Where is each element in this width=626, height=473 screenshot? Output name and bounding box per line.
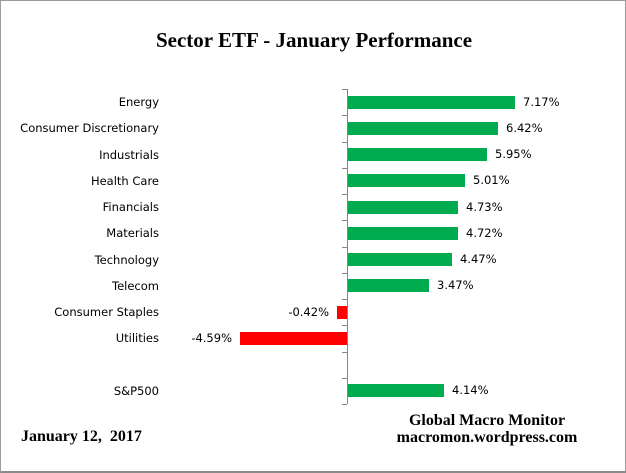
- value-label: 5.01%: [473, 173, 510, 188]
- brand-name: Global Macro Monitor: [408, 412, 566, 429]
- value-label: 5.95%: [495, 147, 532, 162]
- positive-bar: [348, 121, 498, 135]
- axis-tick: [342, 299, 347, 300]
- category-label: Telecom: [112, 278, 159, 293]
- value-label: 4.47%: [460, 252, 497, 267]
- date-label: January 12, 2017: [21, 428, 142, 445]
- value-label: 4.14%: [452, 383, 489, 398]
- axis-tick: [342, 272, 347, 274]
- category-label: Consumer Discretionary: [20, 121, 159, 136]
- axis-tick: [342, 115, 347, 117]
- value-label: 7.17%: [523, 94, 560, 109]
- positive-bar: [348, 226, 458, 240]
- value-label: 3.47%: [437, 278, 474, 293]
- value-label: 6.42%: [506, 120, 543, 135]
- category-label: Industrials: [99, 147, 159, 162]
- positive-bar: [348, 95, 515, 109]
- axis-tick: [342, 167, 347, 169]
- brand-url: macromon.wordpress.com: [396, 429, 578, 446]
- axis-tick: [342, 351, 347, 353]
- category-label: Consumer Staples: [54, 305, 159, 319]
- value-label: 4.72%: [466, 225, 503, 240]
- positive-bar: [348, 279, 429, 293]
- axis-tick: [342, 377, 347, 379]
- axis-tick: [342, 89, 347, 90]
- axis-tick: [342, 246, 347, 248]
- chart-title: Sector ETF - January Performance: [155, 28, 473, 52]
- axis-tick: [342, 404, 347, 405]
- category-label: Financials: [102, 200, 159, 214]
- value-label: -4.59%: [191, 330, 232, 345]
- category-label: Materials: [106, 226, 159, 241]
- negative-bar: [240, 331, 347, 345]
- axis-tick: [342, 141, 347, 143]
- value-axis-baseline: [347, 89, 348, 404]
- value-label: 4.73%: [466, 199, 503, 214]
- positive-bar: [348, 253, 452, 267]
- category-label: Technology: [94, 252, 159, 267]
- value-label: -0.42%: [288, 304, 329, 319]
- positive-bar: [348, 384, 444, 398]
- positive-bar: [348, 200, 458, 214]
- positive-bar: [348, 148, 487, 162]
- axis-tick: [342, 325, 347, 327]
- positive-bar: [348, 174, 465, 188]
- negative-bar: [337, 305, 347, 319]
- category-label: Energy: [118, 95, 159, 109]
- category-label: Utilities: [115, 331, 159, 346]
- axis-tick: [342, 220, 347, 222]
- category-label: Health Care: [90, 173, 159, 188]
- axis-tick: [342, 194, 347, 195]
- category-label: S&P500: [113, 383, 159, 398]
